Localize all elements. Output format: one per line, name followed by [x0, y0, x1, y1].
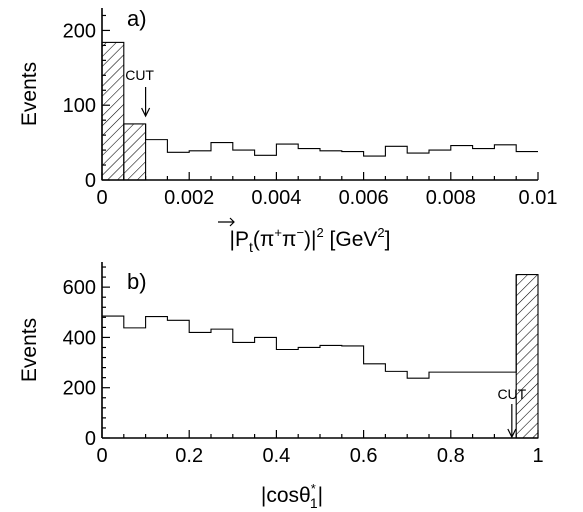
cut-arrow-head	[507, 428, 517, 439]
x-tick-label: 0.4	[262, 445, 290, 467]
hatched-bin	[515, 274, 539, 439]
panel-label: a)	[127, 6, 147, 31]
x-tick-label: 0.01	[519, 187, 558, 209]
y-tick-label: 400	[63, 327, 96, 349]
x-tick-label: 0	[96, 187, 107, 209]
y-tick-label: 600	[63, 277, 96, 299]
x-tick-label: 0.008	[426, 187, 476, 209]
panel-b: 0 0.2 0.4 0.6 0.8 1 0 200 400 600 Events b) CUT |cosθ…	[18, 262, 544, 511]
y-tick-label: 0	[85, 428, 96, 450]
x-tick-label: 0.006	[339, 187, 389, 209]
panel-label: b)	[127, 269, 147, 294]
hatched-bin	[101, 41, 125, 181]
x-tick-label: 0	[96, 445, 107, 467]
vector-arrow-icon	[218, 217, 235, 227]
histogram-line	[145, 123, 538, 157]
y-axis-label: Events	[18, 62, 41, 126]
cut-label: CUT	[497, 386, 526, 402]
x-tick-label: 1	[532, 445, 543, 467]
y-tick-label: 200	[63, 378, 96, 400]
histogram-line	[101, 274, 517, 438]
x-tick-label: 0.8	[437, 445, 465, 467]
x-tick-label: 0.6	[350, 445, 378, 467]
cut-arrow-head	[141, 107, 151, 118]
cut-label: CUT	[125, 67, 154, 83]
y-axis-label: Events	[18, 318, 41, 382]
x-tick-label: 0.002	[164, 187, 214, 209]
panel-a: 0 0.002 0.004 0.006 0.008 0.01 0 100 200 Events a)…	[18, 6, 557, 255]
y-tick-label: 0	[85, 170, 96, 192]
y-tick-label: 100	[63, 95, 96, 117]
hatched-bin	[123, 123, 147, 181]
y-tick-label: 200	[63, 20, 96, 42]
x-tick-label: 0.004	[251, 187, 301, 209]
x-tick-label: 0.2	[175, 445, 203, 467]
x-axis-label: |Pt(π+π−)|2 [GeV2]	[229, 225, 390, 255]
x-axis-label: |cosθ* 1|	[261, 481, 323, 511]
